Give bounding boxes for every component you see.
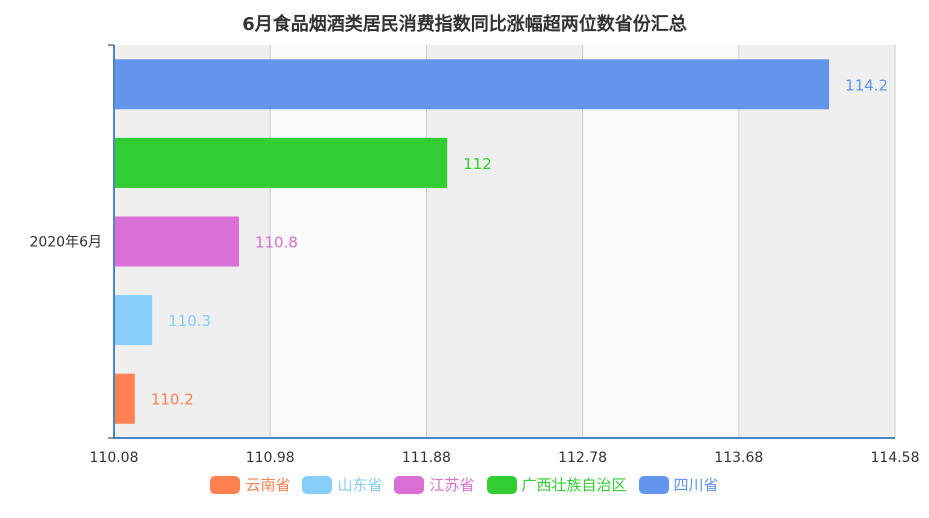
grid-band bbox=[582, 45, 739, 438]
x-tick-label: 110.08 bbox=[90, 450, 139, 466]
data-label: 110.2 bbox=[151, 391, 194, 409]
bar bbox=[114, 295, 153, 346]
legend-label: 广西壮族自治区 bbox=[521, 476, 627, 494]
legend-swatch bbox=[210, 475, 241, 494]
legend-label: 云南省 bbox=[245, 476, 291, 494]
legend-item[interactable]: 江苏省 bbox=[394, 474, 475, 495]
legend-item[interactable]: 山东省 bbox=[302, 474, 382, 495]
legend-label: 江苏省 bbox=[429, 476, 475, 494]
grid-band bbox=[426, 45, 583, 438]
data-label: 110.3 bbox=[168, 312, 211, 330]
chart-title: 6月食品烟酒类居民消费指数同比涨幅超两位数省份汇总 bbox=[242, 14, 687, 35]
legend-item[interactable]: 云南省 bbox=[210, 474, 290, 495]
x-tick-label: 110.98 bbox=[246, 450, 295, 466]
grid-band bbox=[738, 45, 895, 438]
data-label: 114.2 bbox=[845, 76, 888, 94]
bar bbox=[114, 137, 448, 188]
legend: 云南省 山东省 江苏省 广西壮族自治区 四川省 bbox=[0, 474, 929, 495]
x-tick-label: 114.58 bbox=[871, 450, 920, 466]
legend-swatch bbox=[302, 475, 333, 494]
legend-swatch bbox=[394, 475, 425, 494]
bar bbox=[114, 59, 830, 110]
data-label: 110.8 bbox=[255, 234, 298, 252]
x-tick-label: 112.78 bbox=[558, 450, 607, 466]
bar bbox=[114, 216, 239, 267]
legend-swatch bbox=[638, 475, 669, 494]
legend-swatch bbox=[486, 475, 517, 494]
x-tick-label: 111.88 bbox=[402, 450, 451, 466]
data-label: 112 bbox=[463, 155, 492, 173]
bar bbox=[114, 373, 135, 424]
grid-band bbox=[270, 45, 427, 438]
y-category-label: 2020年6月 bbox=[29, 235, 102, 251]
x-tick-label: 113.68 bbox=[714, 450, 763, 466]
legend-item[interactable]: 四川省 bbox=[638, 474, 719, 495]
legend-label: 山东省 bbox=[337, 476, 383, 494]
legend-label: 四川省 bbox=[673, 476, 719, 494]
legend-item[interactable]: 广西壮族自治区 bbox=[486, 474, 627, 495]
